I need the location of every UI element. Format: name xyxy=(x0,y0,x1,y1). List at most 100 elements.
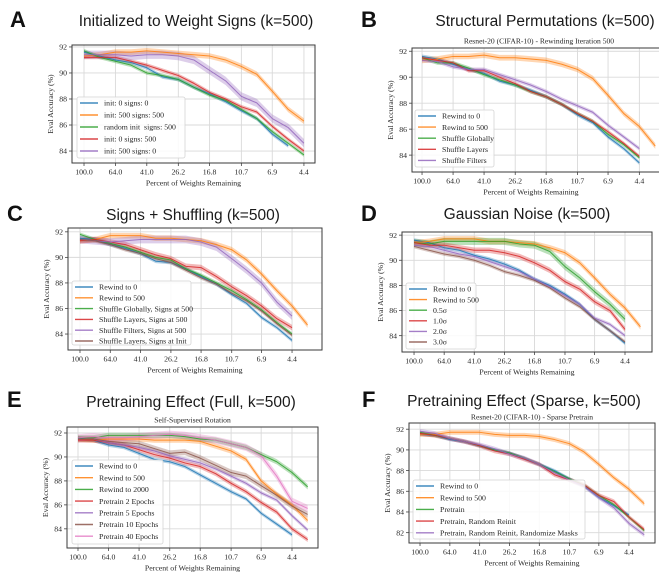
legend-label: init: 500 signs: 0 xyxy=(104,147,156,156)
legend-label: init: 500 signs: 500 xyxy=(104,111,164,120)
legend-box xyxy=(414,109,495,168)
y-axis-label: Eval Accuracy (%) xyxy=(42,259,51,319)
panel-letter: F xyxy=(362,387,375,412)
legend-label: Pretrain, Random Reinit, Randomize Masks xyxy=(440,529,578,538)
series-band-shuffle-filters-signs-at-500 xyxy=(79,235,293,320)
legend-item: Rewind to 0 xyxy=(75,283,137,292)
legend-label: Rewind to 0 xyxy=(99,283,137,292)
x-tick-label: 26.2 xyxy=(163,553,177,562)
y-tick-label: 90 xyxy=(59,69,67,78)
panel-b: B Structural Permutations (k=500) Resnet-2… xyxy=(361,7,659,197)
legend-label: Pretrain xyxy=(440,505,465,514)
y-tick-label: 90 xyxy=(399,73,407,82)
x-tick-label: 64.0 xyxy=(102,553,116,562)
y-tick-label: 92 xyxy=(55,228,63,237)
x-tick-label: 10.7 xyxy=(224,553,238,562)
y-tick-label: 84 xyxy=(389,331,397,340)
panel-letter: D xyxy=(361,201,377,226)
x-tick-label: 16.8 xyxy=(539,177,553,186)
legend-label: Shuffle Filters, Signs at 500 xyxy=(99,326,186,335)
chart-subtitle: Resnet-20 (CIFAR-10) - Sparse Pretrain xyxy=(471,413,593,422)
series-line-shuffle-layers-signs-at-500 xyxy=(79,239,293,329)
x-tick-label: 10.7 xyxy=(571,177,585,186)
x-tick-label: 6.9 xyxy=(590,357,600,366)
legend-label: Pretrain 2 Epochs xyxy=(99,497,154,506)
panel-letter: E xyxy=(7,387,22,412)
series-line-rewind-to-0 xyxy=(77,437,293,536)
x-tick-label: 41.0 xyxy=(132,553,146,562)
legend-item: Rewind to 0 xyxy=(416,482,478,491)
series-line-rewind-to-0 xyxy=(413,239,626,344)
plot-frame xyxy=(67,227,323,351)
plot-area xyxy=(83,47,305,157)
x-tick-label: 10.7 xyxy=(563,548,577,557)
series-line-rewind-to-500 xyxy=(420,431,645,505)
legend-label: Rewind to 0 xyxy=(440,482,478,491)
panel-f: F Pretraining Effect (Sparse, k=500) Resne… xyxy=(362,387,656,568)
legend-item: Shuffle Layers, Signs at 500 xyxy=(75,315,188,324)
legend-item: Pretrain, Random Reinit xyxy=(416,517,517,526)
legend-label: Shuffle Filters xyxy=(442,156,487,165)
legend-box xyxy=(71,459,164,545)
x-axis-label: Percent of Weights Remaining xyxy=(146,179,241,188)
legend-label: Pretrain, Random Reinit xyxy=(440,517,517,526)
x-tick-label: 4.4 xyxy=(620,357,630,366)
legend-item: random init signs: 500 xyxy=(80,123,176,132)
series-band-rewind-to-2000 xyxy=(77,432,308,490)
x-tick-label: 100.0 xyxy=(413,177,431,186)
x-tick-label: 16.8 xyxy=(532,548,546,557)
x-tick-label: 100.0 xyxy=(405,357,423,366)
legend-item: Shuffle Globally xyxy=(418,134,494,143)
series-line-rewind-to-500 xyxy=(421,54,656,147)
legend-item: 3.0σ xyxy=(409,338,448,347)
series-line-pretrain-random-reinit-randomize-masks xyxy=(419,430,645,536)
legend-item: Shuffle Filters xyxy=(418,156,487,165)
plot-area xyxy=(419,429,645,537)
legend-label: 0.5σ xyxy=(433,306,448,315)
x-axis-label: Percent of Weights Remaining xyxy=(483,188,578,197)
y-axis-label: Eval Accuracy (%) xyxy=(383,453,392,513)
legend-label: Rewind to 500 xyxy=(99,473,145,482)
y-tick-label: 84 xyxy=(396,508,404,517)
legend-item: init: 500 signs: 0 xyxy=(80,147,156,156)
legend-item: Pretrain 2 Epochs xyxy=(75,497,154,506)
legend-label: Shuffle Layers xyxy=(442,145,488,154)
panel-letter: A xyxy=(10,7,26,32)
y-tick-label: 88 xyxy=(396,466,404,475)
y-tick-label: 86 xyxy=(396,487,404,496)
y-tick-label: 86 xyxy=(55,304,63,313)
y-tick-label: 86 xyxy=(399,125,407,134)
series-line-init-500-signs-500 xyxy=(83,50,305,122)
legend-label: Shuffle Layers, Signs at Init xyxy=(99,337,187,346)
legend-item: Rewind to 500 xyxy=(418,123,488,132)
x-tick-label: 41.0 xyxy=(467,357,481,366)
series-line-random-init-signs-500 xyxy=(83,50,305,156)
plot-area xyxy=(77,430,309,543)
y-tick-label: 90 xyxy=(396,446,404,455)
panel-e: E Pretraining Effect (Full, k=500) Self-Su… xyxy=(7,387,319,573)
series-band-init-500-signs-500 xyxy=(84,47,304,124)
legend: Rewind to 0 Rewind to 500 Pretrain Pretrain… xyxy=(412,479,586,540)
legend-label: 2.0σ xyxy=(433,327,448,336)
legend-label: Rewind to 500 xyxy=(442,123,488,132)
series-band-random-init-signs-500 xyxy=(84,48,304,157)
panel-title: Signs + Shuffling (k=500) xyxy=(106,207,280,224)
legend-label: Rewind to 0 xyxy=(442,112,480,121)
legend-item: Shuffle Globally, Signs at 500 xyxy=(75,304,193,313)
y-tick-label: 90 xyxy=(55,253,63,262)
chart-subtitle: Resnet-20 (CIFAR-10) - Rewinding Iterati… xyxy=(464,37,614,46)
x-tick-label: 10.7 xyxy=(235,168,249,177)
panel-title: Structural Permutations (k=500) xyxy=(435,13,654,30)
series-line-pretrain-5-epochs xyxy=(77,438,309,531)
legend-item: Rewind to 500 xyxy=(409,295,479,304)
x-tick-label: 6.9 xyxy=(256,553,266,562)
x-tick-label: 4.4 xyxy=(634,177,644,186)
series-line-rewind-to-2000 xyxy=(77,434,309,488)
legend-item: 0.5σ xyxy=(409,306,448,315)
y-tick-label: 84 xyxy=(55,330,63,339)
legend-item: Pretrain 5 Epochs xyxy=(75,509,154,518)
panel-a: A Initialized to Weight Signs (k=500) 100.… xyxy=(10,7,316,188)
legend-item: Rewind to 500 xyxy=(75,473,145,482)
legend-item: Rewind to 0 xyxy=(418,112,480,121)
